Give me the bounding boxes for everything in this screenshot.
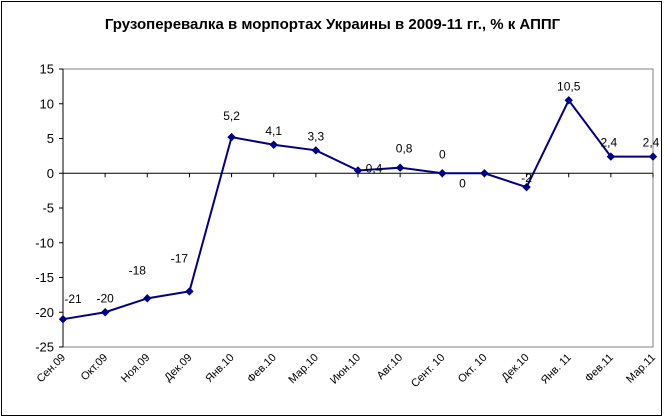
x-tick-label: Окт.09	[79, 352, 111, 384]
x-tick-label: Мар.10	[286, 352, 321, 387]
data-label: 0	[439, 147, 446, 161]
data-point	[143, 294, 152, 303]
y-tick-label: -20	[35, 305, 54, 320]
data-label: 0	[459, 176, 466, 190]
data-point	[58, 314, 68, 324]
series-group	[58, 96, 658, 324]
x-tick-label: Мар.11	[624, 352, 658, 386]
series-line	[62, 98, 653, 321]
x-tick-label: Янв. 11	[539, 352, 574, 387]
x-tick-label: Янв.10	[203, 352, 236, 385]
x-tick-label: Авг.10	[375, 352, 406, 383]
data-point	[311, 146, 321, 155]
data-point	[480, 169, 489, 178]
x-tick-label: Фев.11	[583, 352, 616, 385]
data-point	[185, 287, 194, 296]
data-point	[227, 132, 236, 142]
x-tick-label: Дек.09	[162, 352, 194, 384]
data-label: -2	[521, 171, 532, 185]
data-label: 4,1	[265, 124, 282, 138]
x-tick-label: Сен.09	[35, 352, 69, 386]
data-label: 5,2	[223, 109, 240, 123]
data-label: 0,4	[366, 161, 383, 175]
y-tick-label: 0	[47, 166, 54, 181]
y-tick-label: 10	[40, 96, 54, 111]
x-tick-label: Окт. 10	[456, 352, 490, 386]
y-tick-label: -25	[35, 340, 54, 355]
data-point	[395, 163, 405, 172]
data-label: 2,4	[601, 136, 618, 150]
data-point	[100, 308, 110, 317]
data-label: -20	[96, 291, 114, 305]
data-point	[353, 166, 363, 175]
data-label: -18	[129, 263, 147, 277]
x-tick-label: Сент. 10	[409, 352, 447, 390]
data-point	[269, 140, 278, 149]
y-tick-label: 5	[47, 131, 54, 146]
y-tick-label: 15	[40, 62, 54, 77]
y-tick-label: -10	[35, 235, 54, 250]
data-point	[564, 96, 573, 105]
x-tick-label: Дек.10	[499, 352, 531, 384]
y-tick-label: -15	[35, 270, 54, 285]
data-label: 2,4	[643, 136, 660, 150]
x-tick-label: Фев.10	[245, 352, 279, 386]
data-point	[648, 152, 658, 161]
y-axis: 15 10 5 0 -5 -10 -15 -20 -25	[35, 62, 64, 355]
data-point	[438, 169, 447, 178]
y-tick-label: -5	[42, 201, 54, 216]
chart-title: Грузоперевалка в морпортах Украины в 200…	[104, 16, 561, 33]
data-labels: -21 -20 -18 -17 5,2 4,1 3,3 0,4 0,8 0 0 -2 10,5 2,4 2,…	[64, 79, 659, 306]
data-label: 3,3	[308, 129, 325, 143]
data-label: 10,5	[557, 79, 581, 93]
data-label: 0,8	[396, 142, 413, 156]
data-point	[606, 152, 616, 161]
x-axis: Сен.09 Окт.09 Ноя.09 Дек.09 Янв.10 Фев.10 Мар.…	[35, 172, 658, 390]
data-label: -17	[171, 251, 189, 265]
x-tick-label: Июн.10	[328, 352, 363, 387]
data-point	[522, 182, 531, 192]
data-label: -21	[64, 292, 82, 306]
x-tick-label: Ноя.09	[119, 352, 152, 385]
